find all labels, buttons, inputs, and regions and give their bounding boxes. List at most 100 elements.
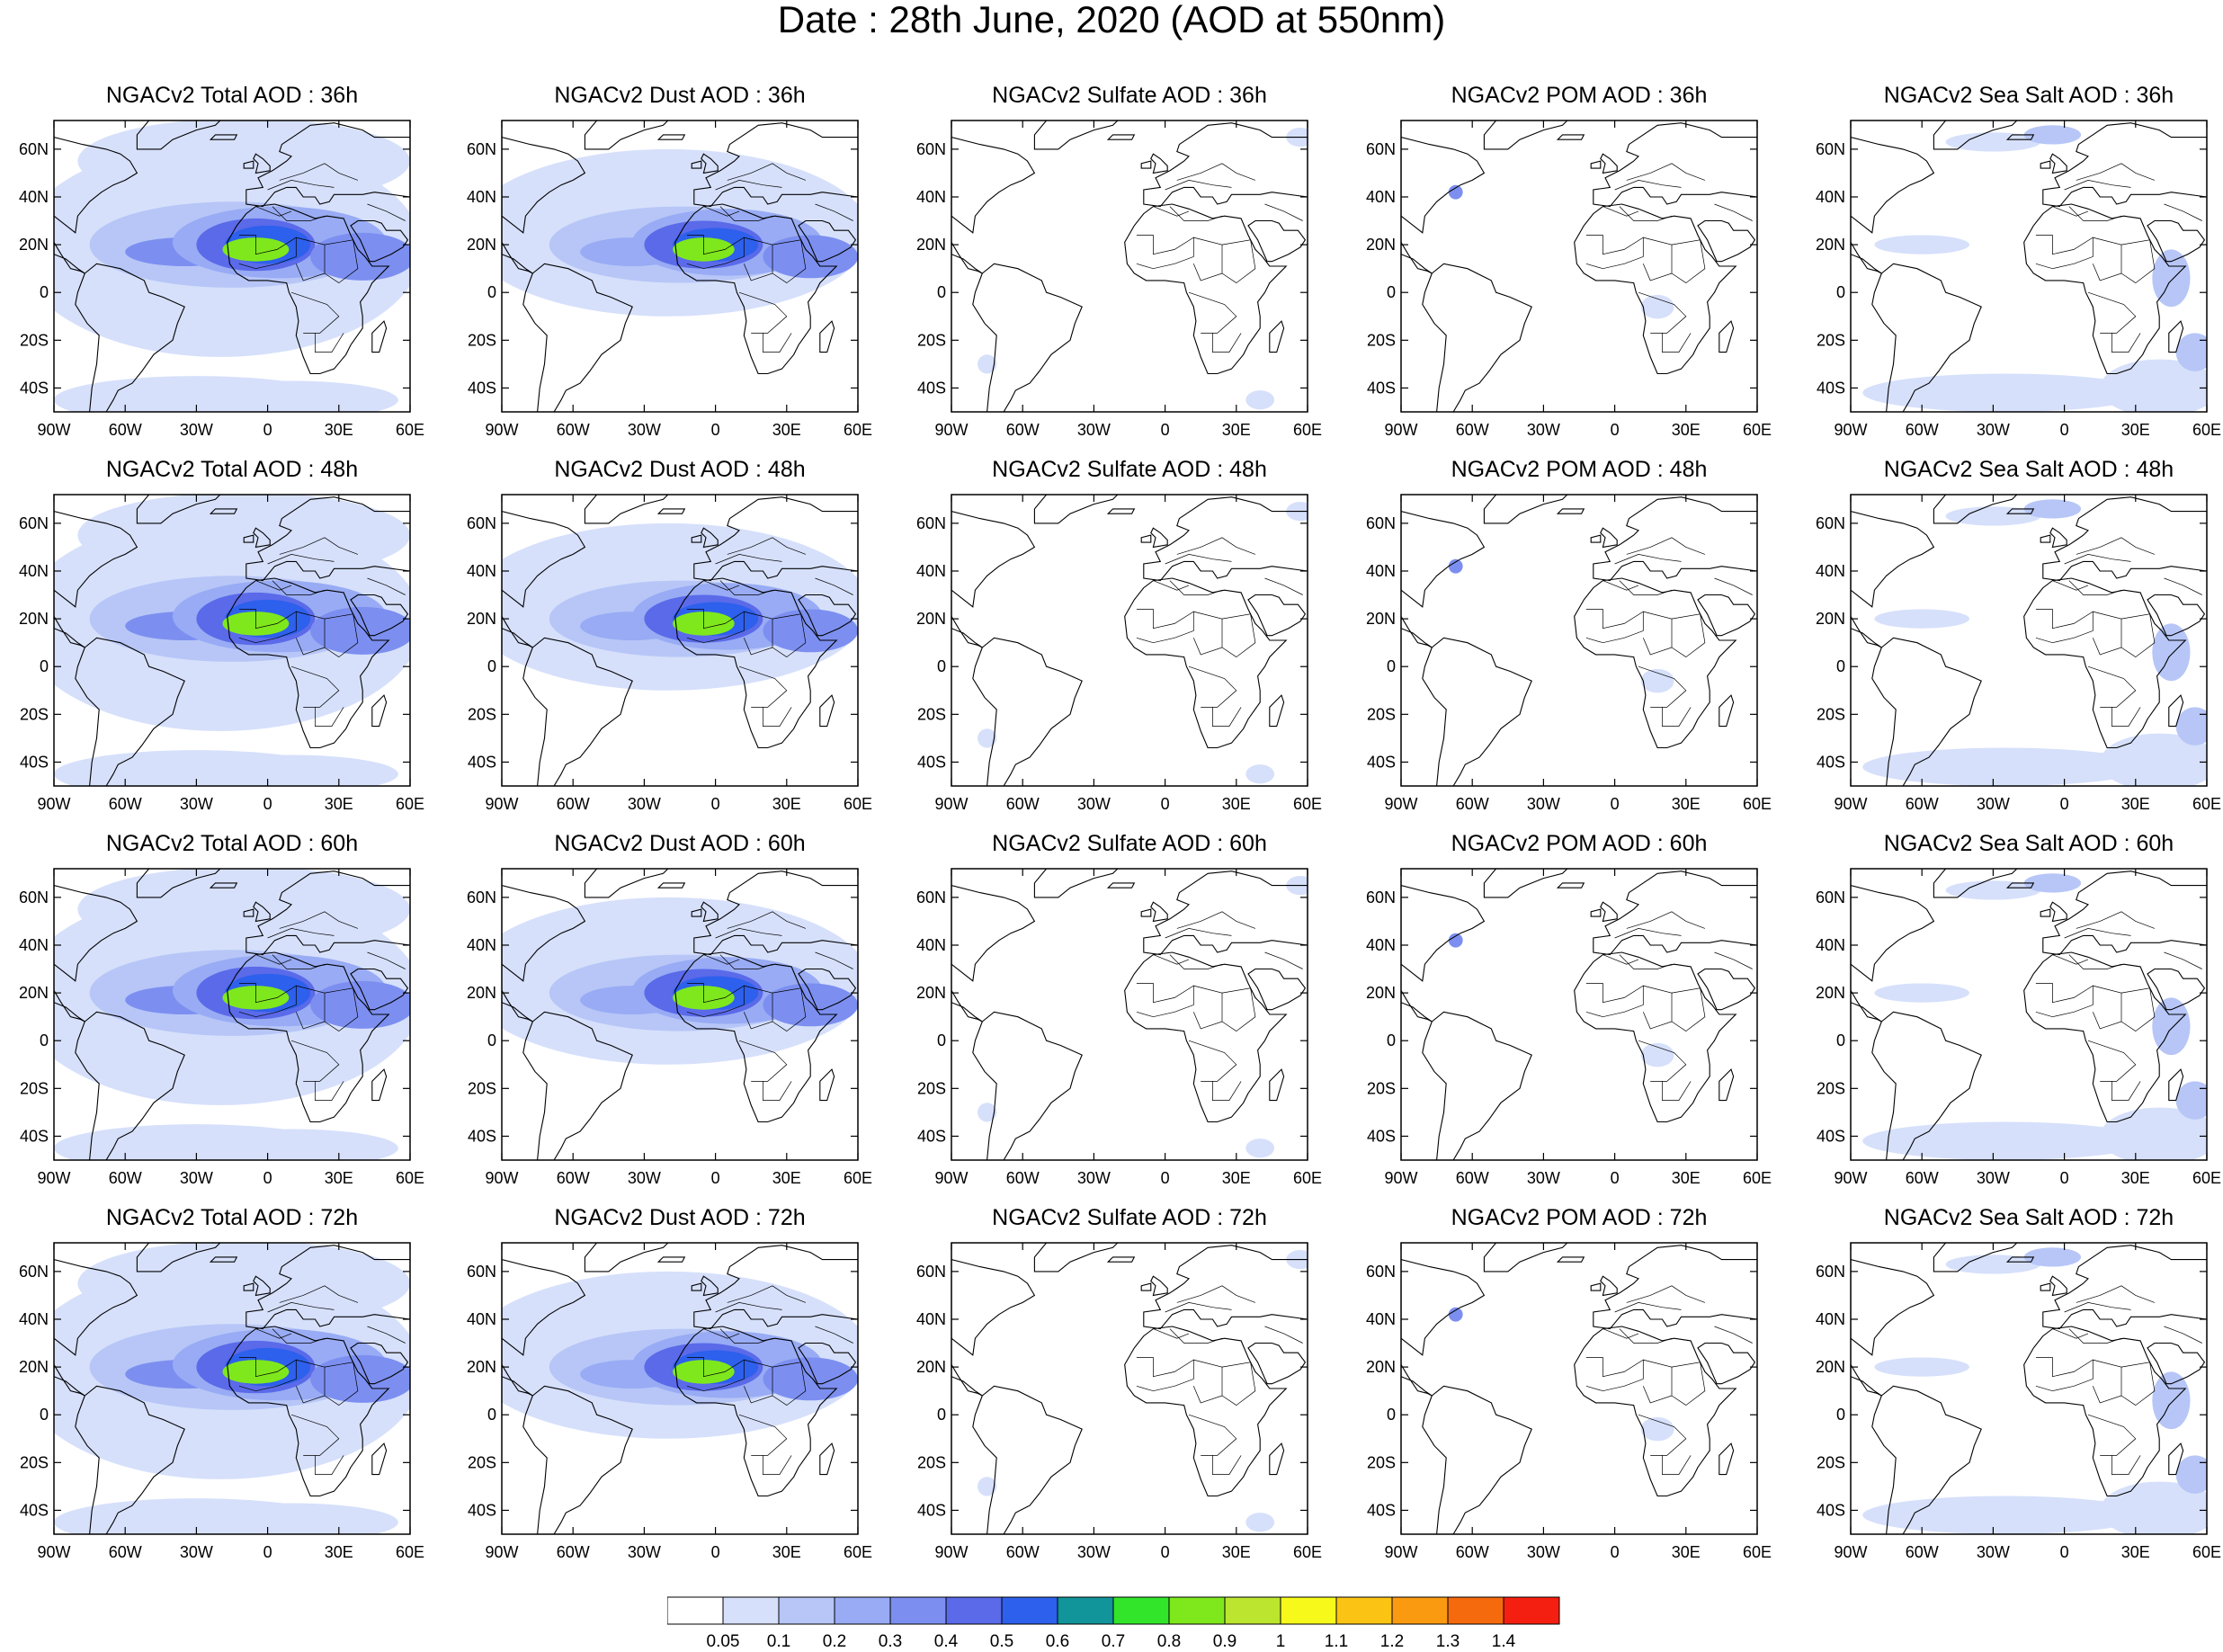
lon-label: 0 xyxy=(263,795,272,813)
lat-label: 20S xyxy=(1367,705,1396,723)
coastline xyxy=(371,694,388,728)
coastline xyxy=(1556,134,1585,140)
coastline xyxy=(691,1282,702,1291)
aod-shading xyxy=(77,495,410,578)
map-panel: NGACv2 Dust AOD : 36h 60N 40N 20N 0 20S 40S 90W… xyxy=(448,83,872,442)
country-border xyxy=(267,928,335,939)
country-border xyxy=(1153,206,1190,217)
lon-label: 30E xyxy=(772,421,801,439)
country-border xyxy=(2120,239,2156,284)
lon-label: 60W xyxy=(1456,795,1489,813)
country-border xyxy=(815,951,853,969)
country-border xyxy=(1638,1040,1687,1082)
panel-title: NGACv2 Total AOD : 36h xyxy=(105,83,359,108)
lat-label: 0 xyxy=(40,1031,49,1049)
lon-label: 60E xyxy=(844,421,872,439)
country-border xyxy=(703,954,740,965)
lon-label: 60E xyxy=(396,421,424,439)
lat-label: 40N xyxy=(19,188,49,206)
lon-label: 30W xyxy=(1527,1169,1560,1187)
coastline xyxy=(227,1326,390,1497)
country-border xyxy=(2087,1414,2137,1456)
lon-label: 60W xyxy=(1906,795,1939,813)
country-border xyxy=(1221,1362,1256,1406)
lon-label: 90W xyxy=(934,421,968,439)
lat-label: 0 xyxy=(1836,1406,1845,1424)
country-border xyxy=(719,206,773,221)
lon-label: 30W xyxy=(1077,1169,1111,1187)
coastline xyxy=(136,1243,221,1272)
lat-label: 20N xyxy=(19,610,49,628)
country-border xyxy=(1619,954,1673,969)
coastline xyxy=(656,508,686,514)
coastline xyxy=(2042,1245,2207,1330)
lon-label: 30E xyxy=(2121,1169,2150,1187)
country-border xyxy=(1585,1357,1644,1392)
country-border xyxy=(1188,665,1237,708)
lon-label: 60W xyxy=(557,1169,590,1187)
country-border xyxy=(238,983,297,1018)
lon-label: 30W xyxy=(1077,1543,1111,1561)
lat-label: 0 xyxy=(487,283,496,301)
coastline xyxy=(1401,137,1486,234)
lat-label: 60N xyxy=(1816,889,1845,906)
coastline xyxy=(1269,694,1285,728)
coastline xyxy=(1401,989,1433,1022)
lat-label: 0 xyxy=(937,283,946,301)
aod-shading xyxy=(1448,1307,1463,1322)
lat-label: 20S xyxy=(20,1079,49,1097)
colorbar-label: 1.3 xyxy=(1435,1632,1460,1651)
coastline xyxy=(1143,871,1308,956)
lat-label: 20N xyxy=(467,984,496,1002)
lat-label: 40N xyxy=(1816,1310,1845,1328)
country-border xyxy=(2111,333,2141,353)
colorbar-label: 0.9 xyxy=(1212,1632,1237,1651)
coastline xyxy=(1033,121,1119,150)
aod-shading xyxy=(1945,880,2041,900)
lat-label: 40S xyxy=(468,379,496,397)
coastline xyxy=(243,160,254,169)
map-panel: NGACv2 Total AOD : 36h 60N 40N 20N 0 20S 40S 90… xyxy=(0,83,424,442)
colorbar-label: 0.1 xyxy=(766,1632,791,1651)
coastline xyxy=(54,511,138,608)
lat-label: 40N xyxy=(467,562,496,580)
lat-label: 20S xyxy=(1367,1453,1396,1471)
map-plot: 60N 40N 20N 0 20S 40S 90W 60W 30W 0 30E 60E xyxy=(19,494,424,813)
colorbar-swatch xyxy=(1447,1596,1504,1625)
aod-shading xyxy=(2023,125,2082,145)
colorbar-label: 0.05 xyxy=(706,1632,740,1651)
country-border xyxy=(1221,239,1256,284)
country-border xyxy=(1264,577,1303,595)
colorbar-swatch xyxy=(1057,1596,1114,1625)
coastline xyxy=(819,694,835,728)
country-border xyxy=(1136,235,1194,270)
map-plot: 60N 40N 20N 0 20S 40S 90W 60W 30W 0 30E 60E xyxy=(916,120,1322,439)
coastline xyxy=(798,219,857,263)
coastline xyxy=(1697,594,1756,637)
country-border xyxy=(272,954,326,969)
lat-label: 40S xyxy=(468,1127,496,1145)
lat-label: 0 xyxy=(1836,657,1845,675)
coastline xyxy=(1150,1275,1168,1297)
lat-label: 40S xyxy=(917,1127,946,1145)
coastline xyxy=(1871,637,1982,786)
lat-label: 20S xyxy=(468,1453,496,1471)
coastline xyxy=(209,134,238,140)
coastline xyxy=(246,122,410,208)
aod-shading xyxy=(978,1477,997,1496)
map-plot: 60N 40N 20N 0 20S 40S 90W 60W 30W 0 30E 60E xyxy=(1366,120,1772,439)
coastline xyxy=(1600,527,1618,549)
country-border xyxy=(686,1357,745,1392)
coastline xyxy=(693,1245,858,1330)
colorbar-label: 0.8 xyxy=(1156,1632,1182,1651)
coastline xyxy=(75,1011,185,1160)
country-border xyxy=(1714,577,1753,595)
country-border xyxy=(2064,1302,2131,1313)
lon-label: 60E xyxy=(2192,1543,2221,1561)
aod-shading xyxy=(763,983,858,1027)
map-panel: NGACv2 Sulfate AOD : 60h 60N 40N 20N 0 20S 40S… xyxy=(897,831,1322,1191)
lon-label: 60E xyxy=(844,1543,872,1561)
aod-shading xyxy=(77,121,410,204)
map-frame xyxy=(501,120,859,413)
aod-shading xyxy=(310,1354,410,1403)
